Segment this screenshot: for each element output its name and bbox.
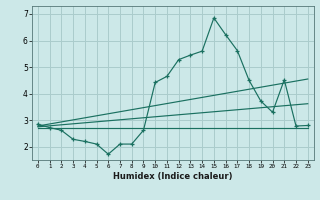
X-axis label: Humidex (Indice chaleur): Humidex (Indice chaleur)	[113, 172, 233, 181]
